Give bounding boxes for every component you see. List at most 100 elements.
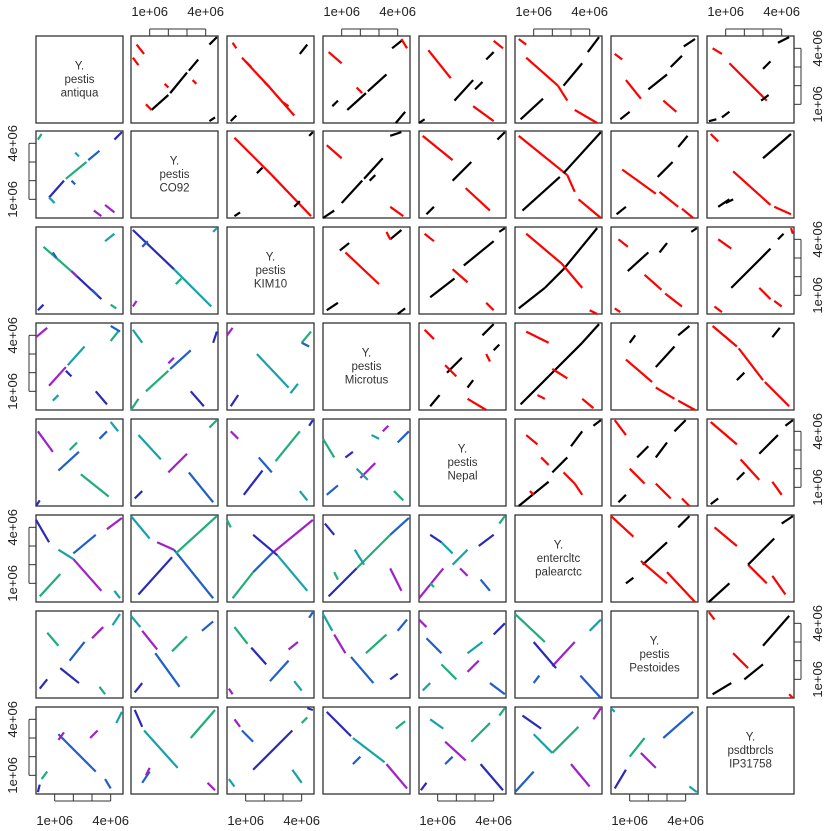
x-tick-label: 4e+06 xyxy=(379,4,416,19)
diagonal-label-panel xyxy=(514,514,603,603)
forward-alignment-segment xyxy=(617,494,627,504)
identity-alignment-segment xyxy=(226,519,232,528)
identity-alignment-segment xyxy=(66,345,86,366)
forward-alignment-segment xyxy=(777,232,785,241)
reverse-alignment-segment xyxy=(518,38,527,46)
identity-alignment-segment xyxy=(173,268,213,308)
identity-alignment-segment xyxy=(421,682,431,692)
identity-alignment-segment xyxy=(352,755,362,765)
dotplot-panel xyxy=(610,130,699,219)
forward-alignment-segment xyxy=(492,343,501,352)
reverse-alignment-segment xyxy=(464,187,491,212)
identity-alignment-segment xyxy=(208,419,218,429)
identity-alignment-segment xyxy=(640,752,657,769)
forward-alignment-segment xyxy=(367,73,388,93)
diagonal-label-panel xyxy=(35,35,124,124)
identity-alignment-segment xyxy=(355,467,369,481)
identity-alignment-segment xyxy=(514,770,535,793)
identity-alignment-segment xyxy=(212,331,218,344)
x-tick-label: 4e+06 xyxy=(571,4,608,19)
identity-alignment-segment xyxy=(57,548,74,560)
forward-alignment-segment xyxy=(615,205,627,216)
diagonal-label-panel xyxy=(418,418,507,507)
identity-alignment-segment xyxy=(613,769,627,789)
identity-alignment-segment xyxy=(133,682,144,694)
identity-alignment-segment xyxy=(444,755,454,765)
identity-alignment-segment xyxy=(52,394,60,402)
x-tick-label: 1e+06 xyxy=(515,4,552,19)
x-tick-label: 1e+06 xyxy=(707,4,744,19)
forward-alignment-segment xyxy=(677,515,691,529)
forward-alignment-segment xyxy=(743,663,764,681)
identity-alignment-segment xyxy=(396,618,408,632)
genome-label: Y. xyxy=(650,636,659,648)
identity-alignment-segment xyxy=(470,722,491,743)
identity-alignment-segment xyxy=(144,767,151,776)
identity-alignment-segment xyxy=(35,519,51,543)
identity-alignment-segment xyxy=(110,325,121,333)
identity-alignment-segment xyxy=(141,630,158,651)
reverse-alignment-segment xyxy=(732,170,772,206)
identity-alignment-segment xyxy=(327,567,358,598)
reverse-alignment-segment xyxy=(655,482,672,500)
dotplot-panel xyxy=(514,35,603,124)
reverse-alignment-segment xyxy=(525,56,559,87)
reverse-alignment-segment xyxy=(747,563,768,585)
forward-alignment-segment xyxy=(544,268,565,289)
identity-alignment-segment xyxy=(440,663,458,681)
identity-alignment-segment xyxy=(132,229,175,270)
forward-alignment-segment xyxy=(781,515,794,525)
genome-label: pestis xyxy=(159,169,189,181)
forward-alignment-segment xyxy=(425,206,435,216)
forward-alignment-segment xyxy=(762,60,772,70)
y-tick-label: 1e+06 xyxy=(810,86,825,123)
reverse-alignment-segment xyxy=(713,526,738,547)
genome-label: CO92 xyxy=(159,183,189,195)
identity-alignment-segment xyxy=(322,613,334,632)
genome-label: Nepal xyxy=(447,471,477,483)
identity-alignment-segment xyxy=(68,641,86,662)
forward-alignment-segment xyxy=(485,51,495,61)
identity-alignment-segment xyxy=(57,451,80,472)
genome-label: entercltc xyxy=(537,553,581,565)
reverse-alignment-segment xyxy=(621,168,657,195)
y-tick-label: 1e+06 xyxy=(5,373,20,410)
identity-alignment-segment xyxy=(429,533,443,544)
identity-alignment-segment xyxy=(333,571,339,581)
genome-label: palearctc xyxy=(535,567,582,579)
identity-alignment-segment xyxy=(514,613,546,643)
identity-alignment-segment xyxy=(396,430,410,444)
identity-alignment-segment xyxy=(201,620,214,632)
y-tick-label: 4e+06 xyxy=(810,413,825,450)
forward-alignment-segment xyxy=(298,43,309,55)
identity-alignment-segment xyxy=(137,556,173,596)
identity-alignment-segment xyxy=(289,383,299,394)
forward-alignment-segment xyxy=(710,497,719,506)
reverse-alignment-segment xyxy=(282,101,290,108)
dotplot-panel xyxy=(322,226,411,315)
forward-alignment-segment xyxy=(758,434,779,455)
dotplot-panel xyxy=(130,322,219,411)
genome-label: IP31758 xyxy=(729,759,772,771)
reverse-alignment-segment xyxy=(244,60,253,68)
identity-alignment-segment xyxy=(551,726,580,754)
reverse-alignment-segment xyxy=(551,367,568,380)
dotplot-panel xyxy=(226,35,315,124)
identity-alignment-segment xyxy=(300,716,309,724)
x-tick-label: 1e+06 xyxy=(611,813,648,828)
dotplot-panel xyxy=(418,514,507,603)
identity-alignment-segment xyxy=(250,646,268,666)
dotplot-panel xyxy=(35,130,124,219)
identity-alignment-segment xyxy=(592,707,602,720)
identity-alignment-segment xyxy=(389,567,403,592)
dotplot-panel xyxy=(226,610,315,699)
reverse-alignment-segment xyxy=(577,198,602,219)
identity-alignment-segment xyxy=(662,711,694,739)
identity-alignment-segment xyxy=(325,711,352,737)
identity-alignment-segment xyxy=(91,626,104,640)
reverse-alignment-segment xyxy=(557,85,569,102)
identity-alignment-segment xyxy=(156,541,175,551)
identity-alignment-segment xyxy=(242,469,264,496)
genome-label: pestis xyxy=(351,361,381,373)
dotplot-panel xyxy=(322,35,411,124)
